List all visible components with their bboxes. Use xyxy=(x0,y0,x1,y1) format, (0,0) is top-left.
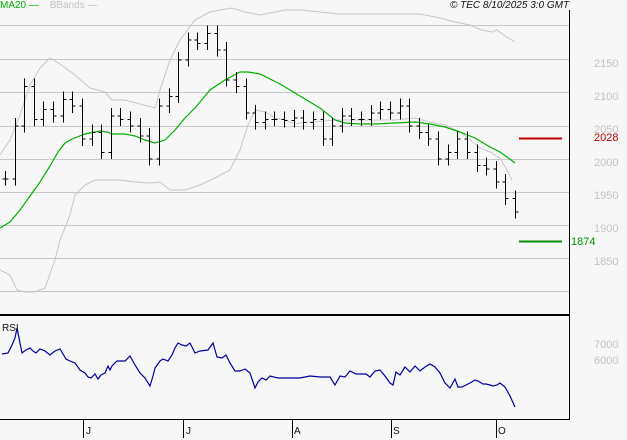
month-label-september: S xyxy=(393,426,400,437)
month-label-june: J xyxy=(86,426,91,437)
price-axis-label-1950: 1950 xyxy=(594,190,619,202)
month-label-july: J xyxy=(186,426,191,437)
rsi-title: RSI xyxy=(2,323,19,334)
support-level-label: 1874 xyxy=(571,236,596,248)
rsi-axis-label-70: 7000 xyxy=(594,339,619,351)
copyright-timestamp: © TEC 8/10/2025 3:0 GMT xyxy=(450,0,570,11)
price-axis-label-2150: 2150 xyxy=(594,58,619,70)
chart-legend: MA20 — BBands — xyxy=(0,0,98,11)
rsi-line xyxy=(1,327,516,408)
rsi-axis-label-60: 6000 xyxy=(594,355,619,367)
price-axis-label-2000: 2000 xyxy=(594,157,619,169)
price-bars xyxy=(2,25,519,219)
price-axis-label-2050: 2050 xyxy=(594,124,619,136)
price-axis-label-2100: 2100 xyxy=(594,91,619,103)
legend-ma20: MA20 — xyxy=(0,0,39,11)
price-axis-label-1850: 1850 xyxy=(594,256,619,268)
legend-bbands: BBands — xyxy=(49,0,98,11)
month-label-august: A xyxy=(294,426,301,437)
month-label-october: O xyxy=(498,426,506,437)
time-axis-ticks xyxy=(83,420,497,438)
ma20-line xyxy=(0,71,516,229)
price-gridlines xyxy=(0,25,569,292)
resistance-level-label: 2028 xyxy=(594,132,619,144)
bollinger-bands xyxy=(0,7,516,293)
price-axis-label-1900: 1900 xyxy=(594,223,619,235)
